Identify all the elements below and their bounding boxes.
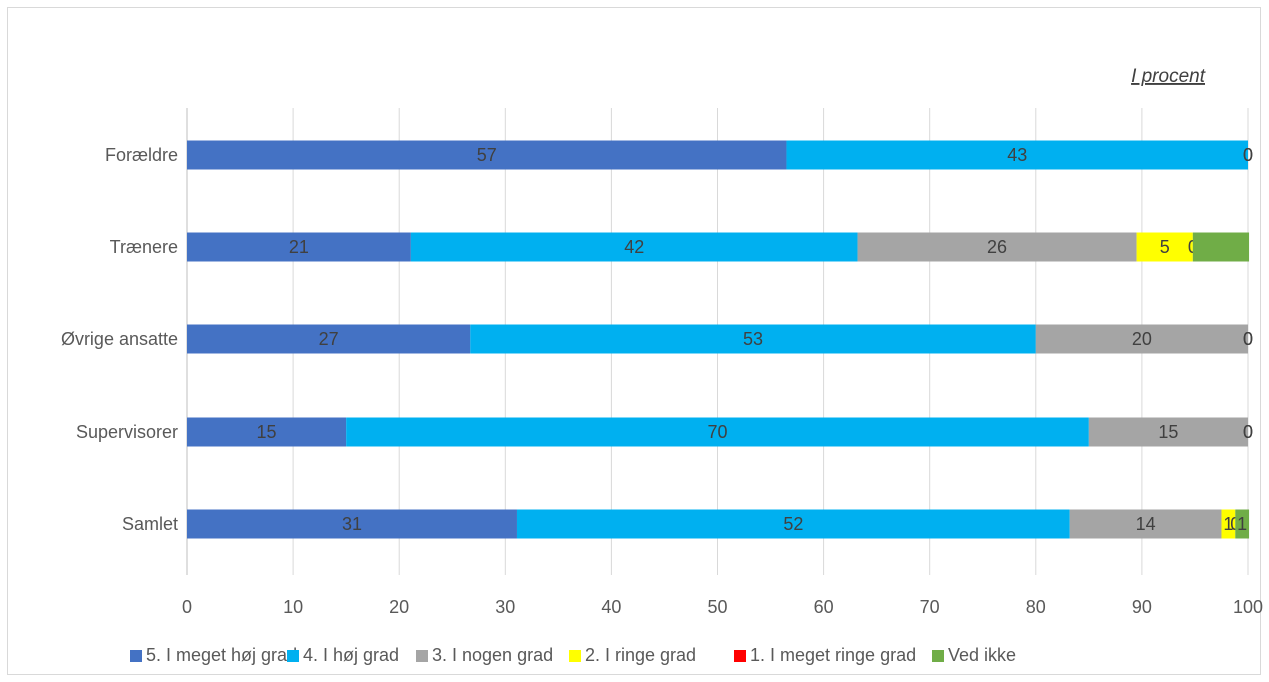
x-tick-label: 60 — [814, 597, 834, 617]
bar-segment — [857, 232, 1137, 262]
bar-segment — [1088, 417, 1248, 447]
legend-swatch — [287, 650, 299, 662]
data-label: 15 — [1158, 422, 1178, 442]
data-label: 57 — [477, 145, 497, 165]
legend-label: 5. I meget høj grad — [146, 645, 297, 665]
data-label: 0 — [1243, 422, 1253, 442]
x-tick-label: 30 — [495, 597, 515, 617]
category-label: Samlet — [122, 514, 178, 534]
legend-swatch — [569, 650, 581, 662]
bar-segment — [187, 509, 517, 539]
legend-swatch — [932, 650, 944, 662]
x-tick-label: 100 — [1233, 597, 1263, 617]
legend-swatch — [416, 650, 428, 662]
x-tick-label: 80 — [1026, 597, 1046, 617]
data-label: 1 — [1223, 514, 1233, 534]
legend-label: 2. I ringe grad — [585, 645, 696, 665]
data-label: 0 — [1243, 422, 1253, 442]
x-tick-label: 0 — [182, 597, 192, 617]
data-label: 0 — [1243, 145, 1253, 165]
x-tick-label: 90 — [1132, 597, 1152, 617]
category-label: Supervisorer — [76, 422, 178, 442]
data-label: 26 — [987, 237, 1007, 257]
bar-segment — [187, 324, 471, 354]
data-label: 43 — [1007, 145, 1027, 165]
bar-area: 574300214226502753200015701500315214101 — [187, 140, 1253, 539]
legend-swatch — [130, 650, 142, 662]
bar-segment — [346, 417, 1089, 447]
bar-segment — [470, 324, 1036, 354]
x-axis-tick-labels: 0 10 20 30 40 50 60 70 80 90 100 — [182, 597, 1263, 617]
chart-subtitle: I procent — [1131, 66, 1206, 87]
legend-swatch — [734, 650, 746, 662]
data-label: 42 — [624, 237, 644, 257]
x-tick-label: 70 — [920, 597, 940, 617]
x-tick-label: 50 — [707, 597, 727, 617]
data-label: 21 — [289, 237, 309, 257]
bar-segment — [1069, 509, 1222, 539]
legend-label: 3. I nogen grad — [432, 645, 553, 665]
bar-segment — [1192, 232, 1250, 262]
data-label: 5 — [1160, 237, 1170, 257]
bar-segment — [1235, 509, 1250, 539]
data-label: 0 — [1243, 329, 1253, 349]
data-label: 31 — [342, 514, 362, 534]
x-tick-label: 10 — [283, 597, 303, 617]
legend-label: 1. I meget ringe grad — [750, 645, 916, 665]
bar-segment — [187, 417, 347, 447]
data-label: 52 — [783, 514, 803, 534]
data-label: 0 — [1243, 145, 1253, 165]
bar-segment — [516, 509, 1070, 539]
data-label: 0 — [1243, 329, 1253, 349]
bar-segment — [1136, 232, 1193, 262]
legend-label: 4. I høj grad — [303, 645, 399, 665]
data-label: 20 — [1132, 329, 1152, 349]
bar-segment — [786, 140, 1248, 170]
data-label: 15 — [257, 422, 277, 442]
bar-segment — [1221, 509, 1236, 539]
category-label: Øvrige ansatte — [61, 329, 178, 349]
legend: 5. I meget høj grad 4. I høj grad 3. I nog… — [130, 645, 1016, 665]
category-axis-labels: Forældre Trænere Øvrige ansatte Supervisore… — [61, 145, 178, 534]
category-label: Trænere — [110, 237, 178, 257]
data-label: 53 — [743, 329, 763, 349]
bar-segment — [187, 232, 411, 262]
x-tick-label: 20 — [389, 597, 409, 617]
data-label: 14 — [1136, 514, 1156, 534]
bar-segment — [187, 140, 787, 170]
data-label: 27 — [319, 329, 339, 349]
legend-label: Ved ikke — [948, 645, 1016, 665]
bar-segment — [410, 232, 858, 262]
data-label: 70 — [707, 422, 727, 442]
x-tick-label: 40 — [601, 597, 621, 617]
data-label: 1 — [1237, 514, 1247, 534]
bar-segment — [1035, 324, 1248, 354]
category-label: Forældre — [105, 145, 178, 165]
